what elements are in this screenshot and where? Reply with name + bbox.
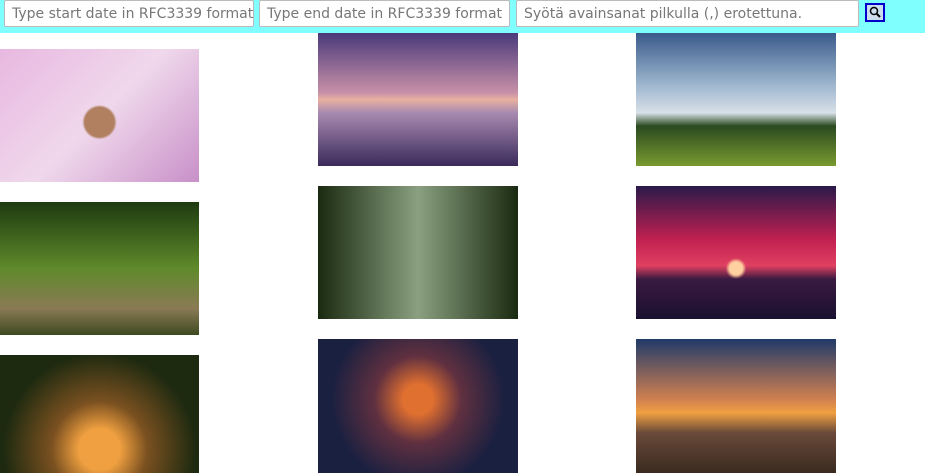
search-button[interactable] xyxy=(865,3,885,22)
photo[interactable] xyxy=(318,186,518,319)
toolbar: Type start date in RFC3339 format Type e… xyxy=(0,0,925,33)
search-icon xyxy=(869,6,881,18)
photo[interactable] xyxy=(318,339,518,473)
photo[interactable] xyxy=(636,186,836,319)
photo[interactable] xyxy=(636,33,836,166)
photo[interactable] xyxy=(0,202,199,335)
photo[interactable] xyxy=(0,49,199,182)
keywords-input[interactable]: Syötä avainsanat pilkulla (,) erotettuna… xyxy=(516,0,859,27)
photo[interactable] xyxy=(636,339,836,473)
photo[interactable] xyxy=(318,33,518,166)
photo[interactable] xyxy=(0,355,199,473)
end-date-input[interactable]: Type end date in RFC3339 format xyxy=(259,0,510,27)
start-date-input[interactable]: Type start date in RFC3339 format xyxy=(4,0,254,27)
